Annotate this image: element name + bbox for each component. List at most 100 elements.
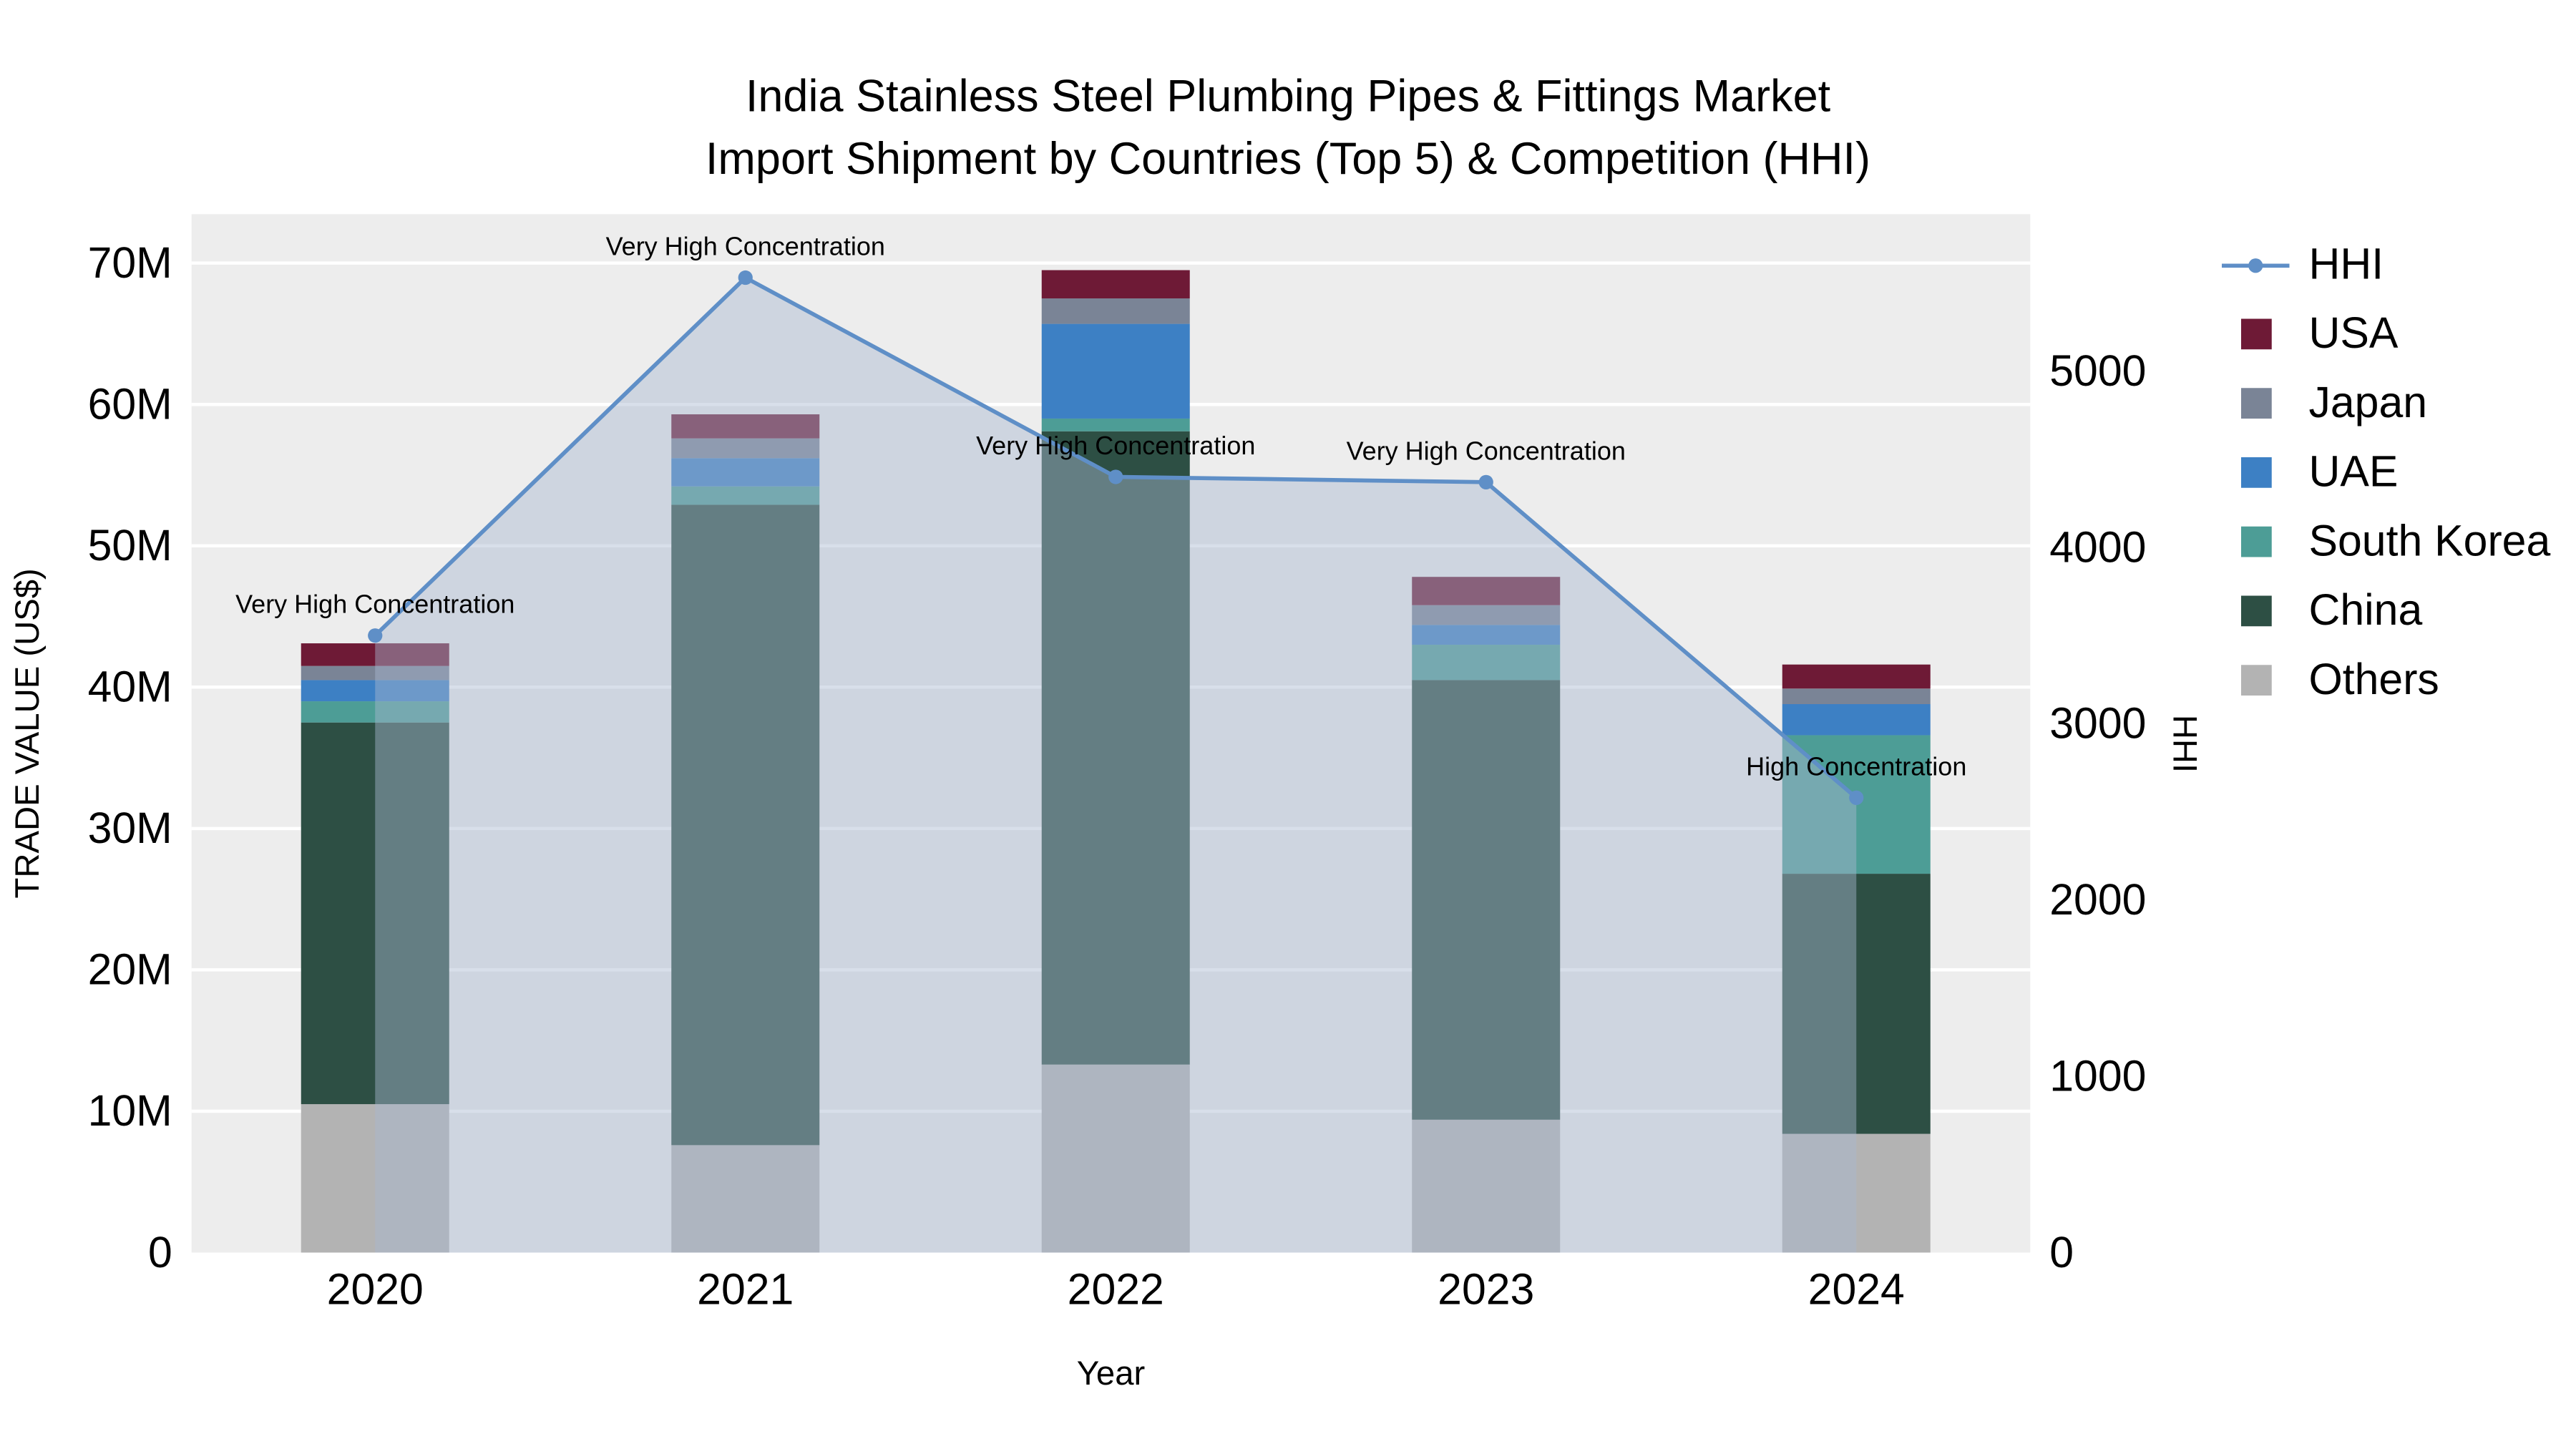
y-right-tick: 0 [2049,1228,2074,1277]
legend-item-south-korea[interactable]: South Korea [2219,507,2551,577]
color-swatch [2240,595,2271,627]
annotation-2024: High Concentration [1746,751,1966,781]
bar-segment-japan-2024 [1782,688,1931,705]
y-left-tick: 0 [148,1228,172,1277]
y-left-tick: 20M [88,945,172,994]
bar-segment-south-korea-2021 [671,486,820,505]
x-tick-2024: 2024 [1808,1265,1905,1314]
bar-segment-china-2020 [301,722,449,1105]
legend-label: USA [2308,309,2399,358]
y-left-tick: 40M [88,663,172,711]
legend-swatch-icon [2219,318,2293,350]
bar-segment-others-2022 [1041,1064,1190,1253]
legend-label: HHI [2308,240,2384,288]
color-swatch [2240,318,2271,350]
y-left-tick: 30M [88,804,172,852]
y-right-ticks: 0 1000 2000 3000 4000 5000 [2049,346,2146,1277]
annotations: Very High Concentration Very High Concent… [235,232,1966,781]
hhi-markers [368,270,1864,805]
bar-segment-japan-2022 [1041,298,1190,324]
y-right-tick: 5000 [2049,346,2146,395]
bar-segment-uae-2024 [1782,704,1931,736]
x-tick-2020: 2020 [327,1265,424,1314]
annotation-2023: Very High Concentration [1347,436,1626,465]
legend-item-hhi[interactable]: HHI [2219,230,2551,300]
x-axis-title: Year [1077,1355,1145,1392]
legend-item-japan[interactable]: Japan [2219,369,2551,438]
annotation-2020: Very High Concentration [235,590,514,619]
legend-label: UAE [2308,447,2399,497]
bar-segment-china-2023 [1412,680,1561,1120]
y-right-tick: 3000 [2049,699,2146,748]
legend-label: China [2308,586,2423,635]
legend-swatch-icon [2219,457,2293,488]
hhi-marker-2023 [1478,474,1493,489]
legend-line-sample-icon [2219,247,2293,283]
color-swatch [2240,457,2271,488]
color-swatch [2240,665,2271,696]
x-tick-2022: 2022 [1068,1265,1164,1314]
bar-segment-uae-2023 [1412,625,1561,645]
legend-swatch-icon [2219,388,2293,419]
bars-group [301,270,1931,1253]
legend-swatch-icon [2219,595,2293,627]
bar-segment-others-2023 [1412,1119,1561,1253]
legend-item-china[interactable]: China [2219,577,2551,646]
legend-item-usa[interactable]: USA [2219,300,2551,369]
annotation-2021: Very High Concentration [606,232,885,261]
legend-label: South Korea [2308,517,2551,565]
y-right-tick: 4000 [2049,522,2146,571]
chart-title: India Stainless Steel Plumbing Pipes & F… [0,64,2576,190]
bar-segment-uae-2022 [1041,323,1190,419]
y-left-tick: 60M [88,379,172,428]
bar-segment-china-2021 [671,504,820,1146]
legend-swatch-icon [2219,665,2293,696]
x-tick-2021: 2021 [697,1265,794,1314]
chart-title-line1: India Stainless Steel Plumbing Pipes & F… [745,71,1831,121]
hhi-marker-2020 [368,628,383,643]
hhi-marker-2021 [738,270,753,286]
x-ticks: 2020 2021 2022 2023 2024 [327,1265,1905,1314]
y-left-tick: 70M [88,238,172,287]
bar-segment-uae-2021 [671,458,820,487]
bar-segment-south-korea-2020 [301,701,449,723]
bar-segment-others-2020 [301,1104,449,1253]
bar-segment-usa-2023 [1412,577,1561,605]
y-right-tick: 1000 [2049,1051,2146,1100]
legend-label: Japan [2308,378,2428,427]
bar-segment-usa-2021 [671,414,820,439]
chart-title-line2: Import Shipment by Countries (Top 5) & C… [705,133,1871,184]
y-right-axis-title: HHI [2166,715,2204,773]
legend: HHI USA Japan UAE South Korea China Others [2219,230,2551,715]
bar-segment-others-2024 [1782,1133,1931,1253]
y-left-axis-title: TRADE VALUE (US$) [9,568,47,898]
bar-segment-japan-2021 [671,438,820,459]
color-swatch [2240,388,2271,419]
bar-segment-uae-2020 [301,680,449,702]
bar-segment-usa-2024 [1782,664,1931,689]
bar-segment-japan-2023 [1412,605,1561,625]
bar-segment-usa-2022 [1041,270,1190,299]
bar-segment-china-2024 [1782,874,1931,1134]
x-tick-2023: 2023 [1438,1265,1534,1314]
annotation-2022: Very High Concentration [976,431,1255,460]
hhi-marker-2022 [1108,469,1123,484]
legend-label: Others [2308,655,2439,704]
bar-segment-south-korea-2023 [1412,645,1561,680]
bar-segment-others-2021 [671,1145,820,1253]
bar-segment-japan-2020 [301,665,449,680]
y-right-tick: 2000 [2049,875,2146,924]
legend-item-uae[interactable]: UAE [2219,438,2551,507]
legend-swatch-icon [2219,526,2293,557]
bar-segment-china-2022 [1041,431,1190,1065]
legend-item-others[interactable]: Others [2219,645,2551,715]
y-left-ticks: 0 10M 20M 30M 40M 50M 60M 70M [88,238,172,1277]
y-left-tick: 50M [88,521,172,570]
bar-segment-south-korea-2022 [1041,418,1190,431]
hhi-marker-2024 [1849,790,1864,805]
bar-segment-usa-2020 [301,643,449,666]
hhi-area-fill [375,278,1857,1253]
y-left-tick: 10M [88,1086,172,1135]
